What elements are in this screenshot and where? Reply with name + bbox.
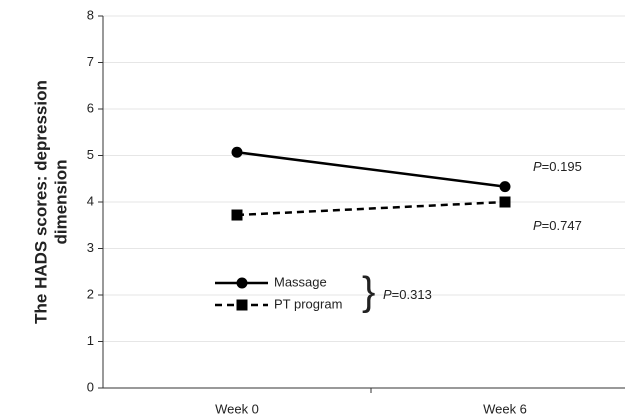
y-tick-label: 6 bbox=[87, 100, 94, 115]
annotation: P=0.195 bbox=[533, 159, 582, 174]
y-tick-label: 1 bbox=[87, 333, 94, 348]
annotation: P=0.313 bbox=[383, 287, 432, 302]
marker bbox=[231, 146, 243, 158]
y-tick-label: 8 bbox=[87, 7, 94, 22]
y-tick-label: 2 bbox=[87, 286, 94, 301]
marker bbox=[499, 196, 511, 208]
y-tick-label: 5 bbox=[87, 147, 94, 162]
y-tick-label: 7 bbox=[87, 54, 94, 69]
y-tick-label: 0 bbox=[87, 379, 94, 394]
y-tick-label: 3 bbox=[87, 240, 94, 255]
legend-label: PT program bbox=[274, 296, 342, 311]
legend-label: Massage bbox=[274, 274, 327, 289]
y-axis-label: dimension bbox=[51, 159, 70, 244]
marker bbox=[231, 209, 243, 221]
y-axis-label: The HADS scores: depression bbox=[31, 80, 50, 324]
legend-marker bbox=[236, 299, 248, 311]
series-line bbox=[236, 151, 506, 188]
x-tick-label: Week 6 bbox=[483, 401, 527, 416]
annotation: P=0.747 bbox=[533, 218, 582, 233]
bracket: } bbox=[362, 270, 375, 314]
legend-marker bbox=[236, 277, 248, 289]
y-tick-label: 4 bbox=[87, 193, 94, 208]
x-tick-label: Week 0 bbox=[215, 401, 259, 416]
series-line bbox=[236, 200, 506, 217]
marker bbox=[499, 181, 511, 193]
